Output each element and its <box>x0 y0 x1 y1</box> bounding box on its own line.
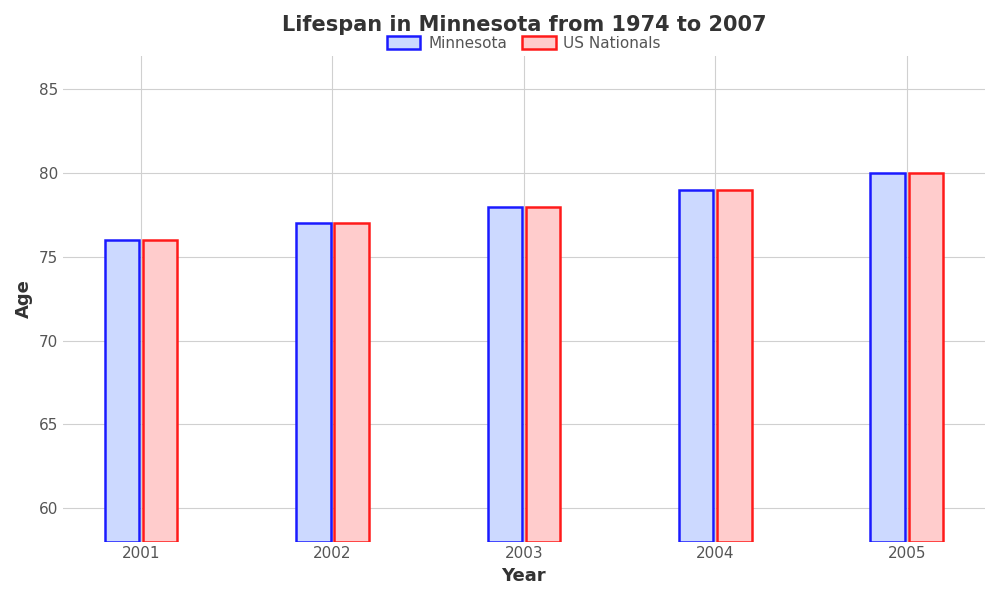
Bar <box>526 206 560 542</box>
Bar <box>488 206 522 542</box>
Bar <box>909 173 943 542</box>
Y-axis label: Age: Age <box>15 280 33 318</box>
Title: Lifespan in Minnesota from 1974 to 2007: Lifespan in Minnesota from 1974 to 2007 <box>282 15 766 35</box>
Bar <box>717 190 752 542</box>
Bar <box>296 223 331 542</box>
Bar <box>143 240 177 542</box>
Bar <box>870 173 905 542</box>
Bar <box>334 223 369 542</box>
Legend: Minnesota, US Nationals: Minnesota, US Nationals <box>381 29 667 57</box>
Bar <box>105 240 139 542</box>
X-axis label: Year: Year <box>502 567 546 585</box>
Bar <box>679 190 713 542</box>
